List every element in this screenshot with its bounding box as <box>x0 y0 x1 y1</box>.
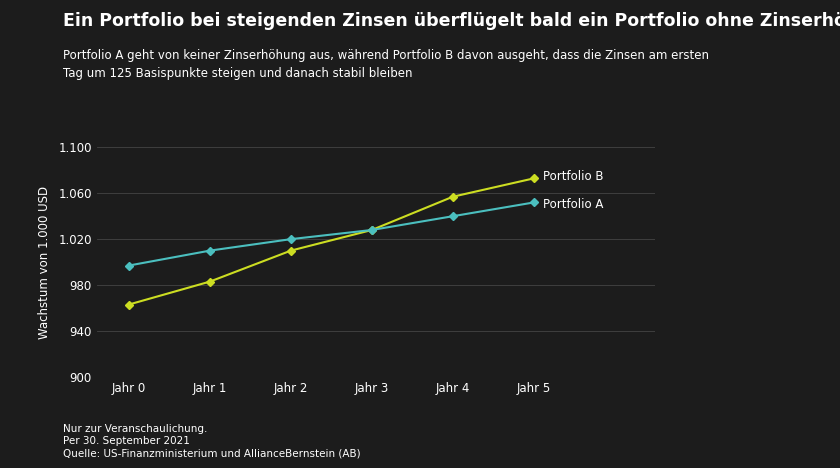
Y-axis label: Wachstum von 1.000 USD: Wachstum von 1.000 USD <box>39 185 51 339</box>
Text: Per 30. September 2021: Per 30. September 2021 <box>63 436 190 446</box>
Text: Portfolio A: Portfolio A <box>543 198 604 211</box>
Text: Nur zur Veranschaulichung.: Nur zur Veranschaulichung. <box>63 424 207 433</box>
Text: Ein Portfolio bei steigenden Zinsen überflügelt bald ein Portfolio ohne Zinserhö: Ein Portfolio bei steigenden Zinsen über… <box>63 12 840 29</box>
Text: Portfolio B: Portfolio B <box>543 169 604 183</box>
Text: Quelle: US-Finanzministerium und AllianceBernstein (AB): Quelle: US-Finanzministerium und Allianc… <box>63 449 360 459</box>
Text: Portfolio A geht von keiner Zinserhöhung aus, während Portfolio B davon ausgeht,: Portfolio A geht von keiner Zinserhöhung… <box>63 49 709 80</box>
